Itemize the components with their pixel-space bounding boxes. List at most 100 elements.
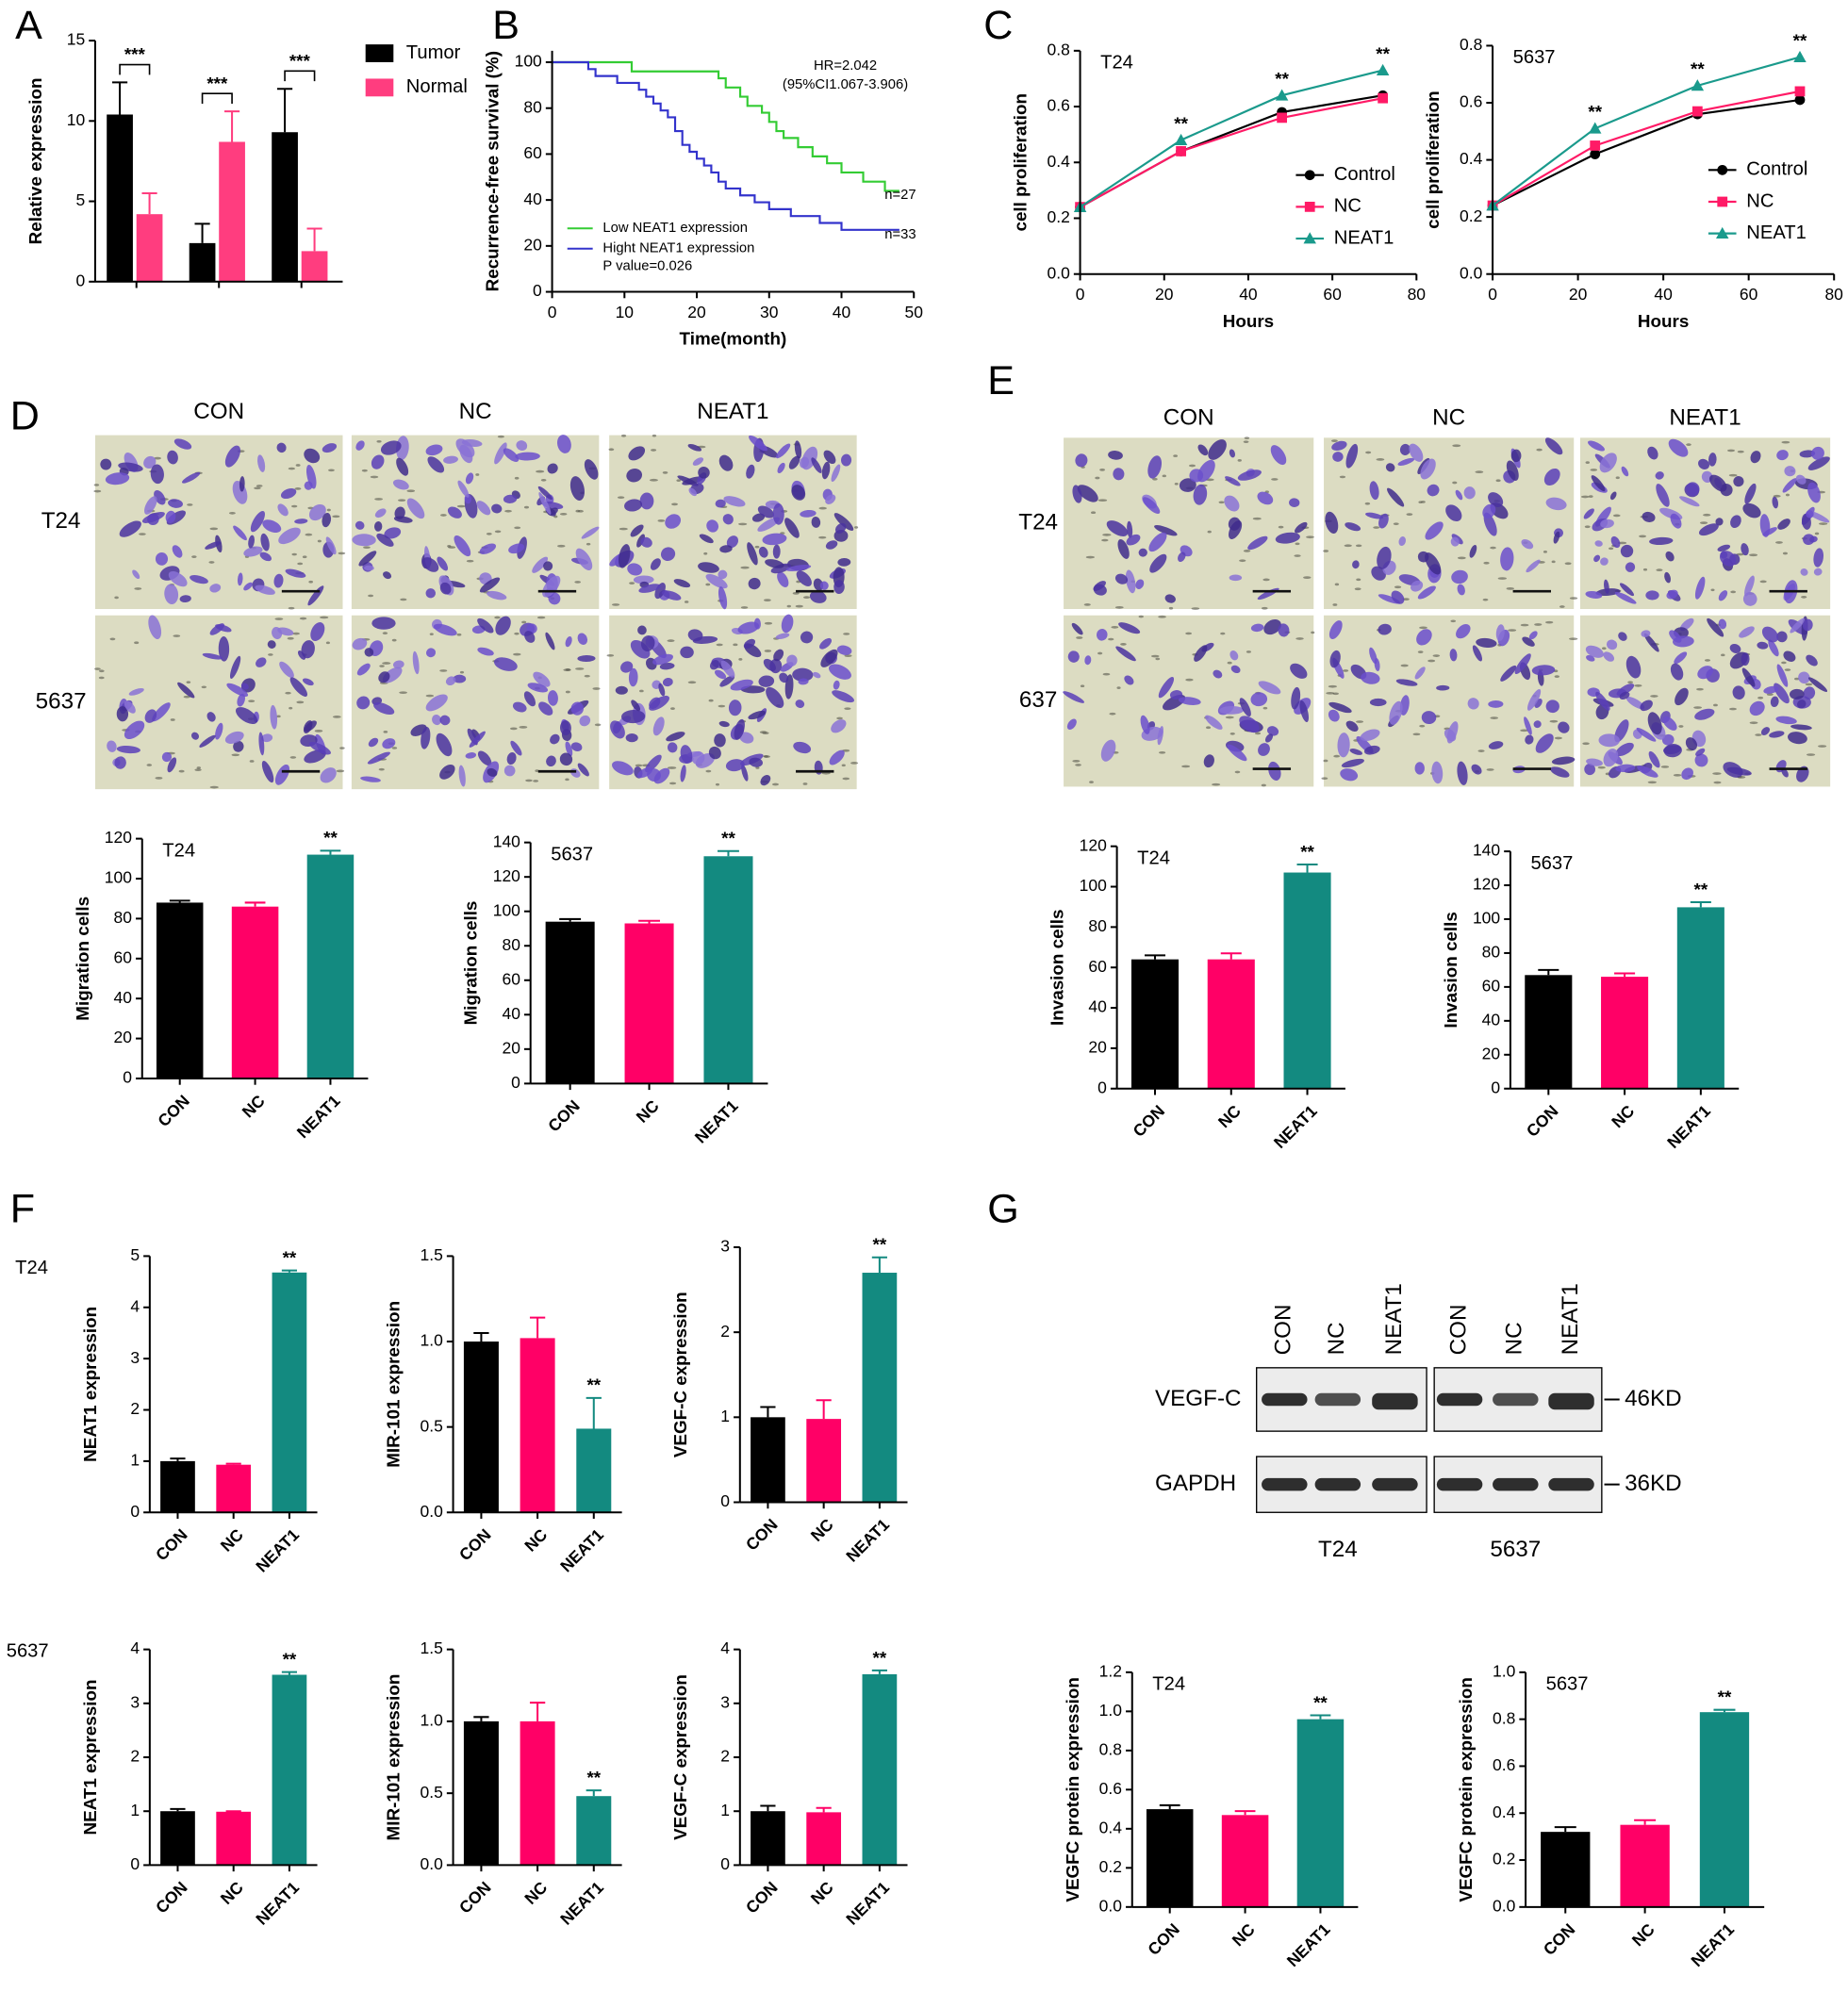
micrograph-cell [772, 502, 784, 525]
micrograph-speck [514, 632, 520, 635]
micrograph-speck [302, 555, 307, 559]
micrograph-cell [559, 720, 571, 736]
bar [219, 141, 245, 282]
x-tick-label: CON [455, 1525, 495, 1565]
error-bar [760, 1406, 776, 1418]
micrograph-speck [1306, 535, 1314, 539]
micrograph-speck [1102, 533, 1112, 536]
micrograph-cell [267, 640, 276, 649]
micrograph-cell [545, 632, 555, 650]
micrograph-cell [660, 547, 676, 562]
micrograph-cell [465, 472, 474, 485]
micrograph-speck [1262, 706, 1268, 710]
micrograph-speck [1355, 544, 1362, 548]
micrograph-speck [1483, 561, 1490, 565]
micrograph-cell [152, 702, 171, 722]
y-tick-label: 10 [67, 110, 86, 129]
micrograph-cell [114, 756, 126, 769]
x-tick-label: 20 [1155, 285, 1174, 304]
annotation: ** [873, 1235, 887, 1255]
micrograph-cell [1066, 718, 1077, 731]
micrograph-cell [1550, 766, 1570, 778]
micrograph-cell [1471, 764, 1482, 775]
micrograph-cell [1813, 548, 1824, 568]
y-tick-label: 0.8 [1493, 1708, 1515, 1727]
micrograph-speck [1549, 719, 1559, 723]
micrograph-speck [305, 533, 313, 536]
panel-label: G [987, 1187, 1019, 1232]
micrograph-cell [728, 700, 742, 716]
micrograph-speck [574, 581, 582, 584]
micrograph-speck [294, 487, 302, 490]
micrograph-speck [795, 604, 803, 608]
micrograph-cell [1545, 497, 1567, 511]
y-tick-label: 1.5 [420, 1245, 442, 1264]
micrograph-speck [584, 674, 590, 678]
micrograph-cell [714, 733, 726, 748]
micrograph-speck [652, 434, 657, 437]
micrograph-cell [1789, 688, 1805, 700]
micrograph-speck [1220, 632, 1226, 635]
micrograph-speck [276, 715, 281, 718]
annotation: ** [1694, 880, 1708, 899]
micrograph-speck [1781, 440, 1790, 444]
micrograph-cell [1694, 576, 1706, 600]
micrograph-cell [799, 456, 810, 469]
micrograph-speck [1246, 650, 1251, 653]
micrograph-cell [819, 637, 833, 650]
micrograph-cell [1169, 690, 1183, 700]
annotation: n=27 [884, 188, 916, 203]
micrograph-cell [1409, 443, 1424, 462]
micrograph-cell [116, 745, 140, 754]
micrograph-cell [715, 499, 726, 508]
error-bar [306, 227, 322, 252]
micrograph-speck [1736, 552, 1744, 556]
micrograph-cell [1267, 726, 1279, 736]
micrograph-speck [1244, 436, 1250, 440]
micrograph-speck [649, 478, 658, 482]
error-bar [194, 222, 210, 243]
micrograph-speck [1227, 661, 1232, 665]
annotation: *** [206, 74, 228, 93]
micrograph-cell [556, 435, 571, 453]
x-tick-label: NC [217, 1878, 247, 1908]
micrograph-cell [1084, 655, 1092, 666]
legend-marker [1304, 201, 1315, 212]
micrograph-cell [1553, 531, 1560, 544]
micrograph-cell [1077, 485, 1098, 502]
micrograph-cell [164, 584, 179, 605]
series-line [1079, 69, 1383, 208]
micrograph-cell [1668, 438, 1689, 457]
micrograph-cell [1528, 631, 1538, 640]
micrograph-cell [640, 536, 652, 548]
micrograph-speck [466, 559, 474, 563]
micrograph-cell [320, 767, 337, 783]
micrograph-cell [1514, 653, 1531, 675]
micrograph-speck [1394, 585, 1402, 589]
micrograph-cell [1697, 666, 1714, 680]
y-axis-label: Invasion cells [1441, 912, 1460, 1028]
micrograph-cell [297, 650, 306, 660]
micrograph-cell [1803, 534, 1815, 546]
micrograph-speck [154, 456, 161, 460]
micrograph-speck [98, 676, 105, 680]
micrograph-cell [831, 719, 847, 733]
micrograph-speck [114, 596, 119, 600]
column-label: NC [459, 399, 492, 424]
error-bar [816, 1399, 832, 1420]
micrograph-cell [1757, 641, 1769, 650]
micrograph-cell [1761, 626, 1779, 643]
micrograph-cell [1500, 547, 1514, 571]
micrograph-cell [763, 658, 776, 671]
micrograph-cell [224, 445, 240, 468]
y-tick-label: 5 [130, 1245, 140, 1264]
micrograph-cell [1118, 622, 1141, 634]
micrograph-cell [1588, 440, 1605, 452]
y-tick-label: 1 [720, 1801, 730, 1819]
micrograph-speck [1321, 777, 1328, 781]
micrograph-speck [170, 718, 175, 721]
micrograph-cell [1431, 761, 1444, 784]
micrograph-speck [1332, 603, 1338, 606]
